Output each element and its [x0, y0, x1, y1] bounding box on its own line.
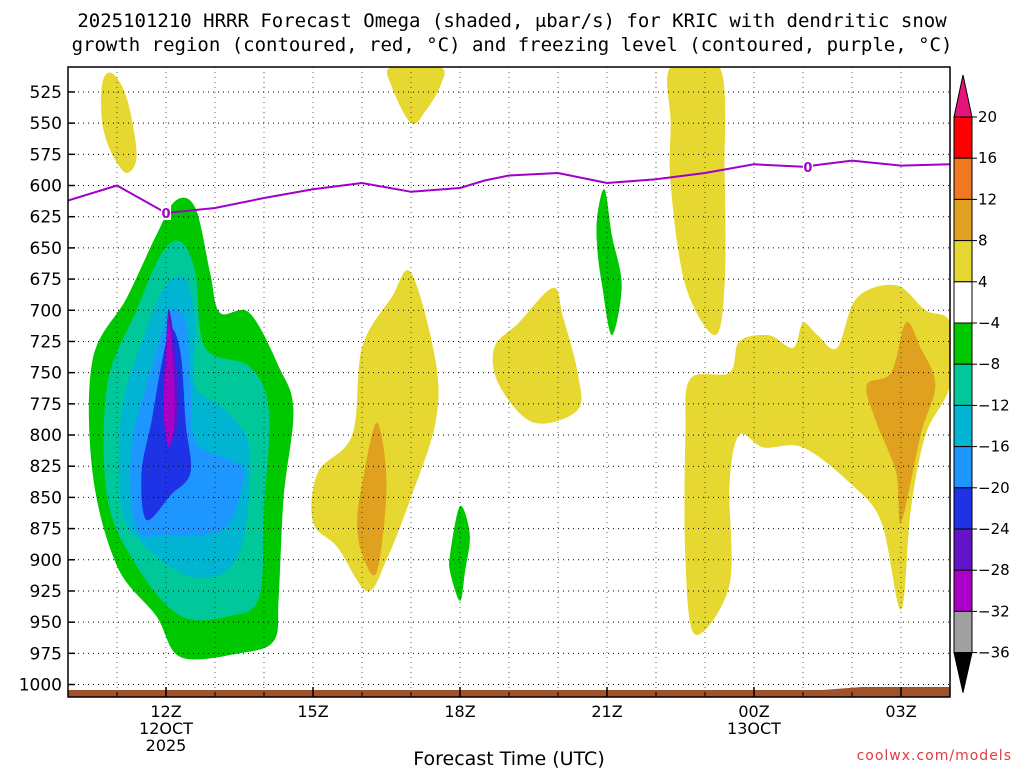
colorbar-swatch-10 [953, 528, 973, 571]
colorbar-top-arrow [953, 74, 973, 118]
y-tick-label-950: 950 [30, 613, 62, 633]
y-tick-label-800: 800 [30, 426, 62, 446]
y-tick-label-975: 975 [30, 644, 62, 664]
y-tick-label-750: 750 [30, 364, 62, 384]
y-tick-label-700: 700 [30, 301, 62, 321]
x-tick-label-18-0: 18Z [444, 702, 475, 721]
colorbar-swatch-1 [953, 157, 973, 200]
colorbar-label-0: 20 [978, 108, 997, 126]
colorbar-label-12: −32 [978, 602, 1010, 620]
freezing-level-label-bg-0 [161, 205, 171, 220]
omega-region-11-level-4 [492, 287, 582, 424]
x-axis-label: Forecast Time (UTC) [413, 748, 604, 768]
colorbar-label-1: 16 [978, 149, 997, 167]
omega-region-16-level-neg8 [449, 505, 470, 601]
colorbar-swatch-11 [953, 569, 973, 612]
colorbar-swatch-4 [953, 281, 973, 324]
colorbar-bottom-arrow [953, 652, 973, 693]
x-tick-label-12-2: 2025 [146, 736, 187, 755]
credit-link[interactable]: coolwx.com/models [856, 748, 1012, 764]
y-tick-label-625: 625 [30, 208, 62, 228]
freezing-level-label-0: 0 [161, 207, 170, 222]
colorbar-swatch-5 [953, 322, 973, 365]
y-tick-label-900: 900 [30, 551, 62, 571]
colorbar-swatch-0 [953, 116, 973, 159]
x-tick-label-24-1: 13OCT [727, 719, 781, 738]
omega-region-10-level-8 [357, 422, 387, 576]
y-tick-label-775: 775 [30, 395, 62, 415]
colorbar-swatch-3 [953, 240, 973, 283]
y-tick-label-875: 875 [30, 520, 62, 540]
colorbar-label-9: −20 [978, 479, 1010, 497]
y-tick-label-525: 525 [30, 83, 62, 103]
omega-region-12-level-4 [667, 67, 726, 336]
y-tick-label-650: 650 [30, 239, 62, 259]
omega-region-8-level-4 [386, 67, 445, 125]
colorbar-swatch-8 [953, 446, 973, 489]
colorbar-label-3: 8 [978, 232, 988, 250]
freezing-level-line [68, 159, 950, 215]
colorbar-swatch-6 [953, 363, 973, 406]
x-tick-label-21-0: 21Z [591, 702, 622, 721]
colorbar-label-11: −28 [978, 561, 1010, 579]
colorbar-swatch-2 [953, 198, 973, 242]
omega-region-6-level-neg32 [163, 322, 175, 448]
x-tick-label-24-0: 00Z [738, 702, 769, 721]
colorbar-swatch-12 [953, 610, 973, 654]
colorbar-label-13: −36 [978, 644, 1010, 662]
x-tick-label-12-0: 12Z [150, 702, 181, 721]
y-tick-label-1000: 1000 [19, 676, 62, 696]
freezing-level-label-1: 0 [803, 161, 812, 176]
colorbar-label-7: −12 [978, 396, 1010, 414]
x-tick-label-27-0: 03Z [885, 702, 916, 721]
y-tick-label-850: 850 [30, 488, 62, 508]
colorbar-label-4: 4 [978, 273, 988, 291]
colorbar-label-8: −16 [978, 438, 1010, 456]
colorbar-label-2: 12 [978, 190, 997, 208]
plot-area: 00 [68, 67, 950, 697]
y-tick-label-550: 550 [30, 114, 62, 134]
colorbar-label-6: −8 [978, 355, 1000, 373]
colorbar-swatch-7 [953, 404, 973, 448]
y-tick-label-925: 925 [30, 582, 62, 602]
y-tick-label-725: 725 [30, 332, 62, 352]
y-tick-label-575: 575 [30, 145, 62, 165]
y-tick-label-675: 675 [30, 270, 62, 290]
freezing-level-label-bg-1 [802, 159, 813, 174]
colorbar-label-5: −4 [978, 314, 1000, 332]
y-tick-label-825: 825 [30, 457, 62, 477]
x-tick-label-15-0: 15Z [297, 702, 328, 721]
y-tick-label-600: 600 [30, 177, 62, 197]
x-tick-label-12-1: 12OCT [139, 719, 193, 738]
colorbar-label-10: −24 [978, 520, 1010, 538]
colorbar-swatch-9 [953, 487, 973, 530]
terrain-rise [822, 687, 950, 690]
omega-region-15-level-neg8 [596, 188, 622, 336]
chart-title-line-1: 2025101210 HRRR Forecast Omega (shaded, … [77, 10, 947, 32]
chart-title-line-2: growth region (contoured, red, °C) and f… [71, 34, 953, 56]
